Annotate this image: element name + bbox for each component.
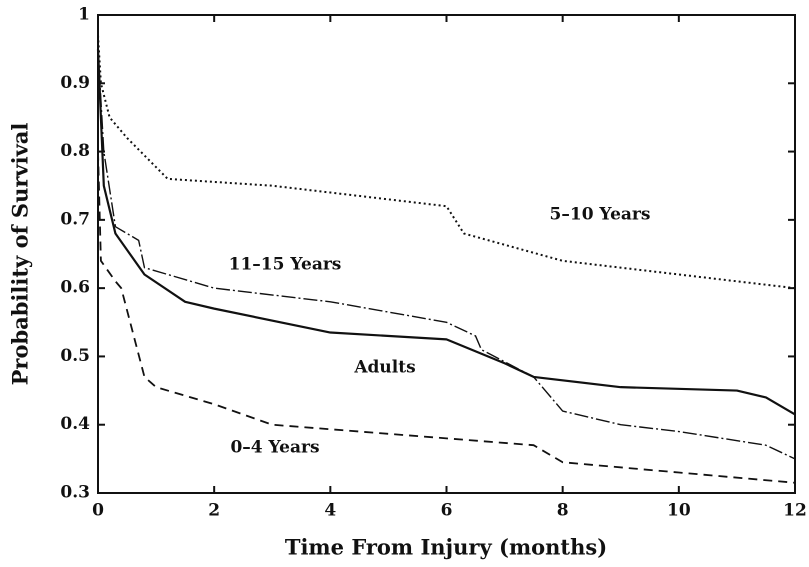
y-tick-label: 0.9	[60, 73, 90, 93]
survival-line	[97, 35, 796, 290]
x-tick-label: 4	[324, 501, 336, 521]
y-tick-label: 0.6	[60, 278, 90, 298]
series-label: Adults	[353, 358, 415, 378]
x-tick-label: 0	[92, 501, 104, 521]
plot-frame	[97, 14, 796, 494]
x-tick-label: 6	[441, 501, 453, 521]
x-tick-label: 12	[783, 501, 807, 521]
x-axis-title: Time From Injury (months)	[285, 535, 607, 560]
y-tick-label: 0.5	[60, 346, 90, 366]
y-tick-label: 1	[78, 5, 90, 25]
y-tick-label: 0.4	[60, 414, 90, 434]
series-label: 5–10 Years	[550, 205, 651, 225]
y-tick-label: 0.8	[60, 141, 90, 161]
x-tick-label: 2	[208, 501, 220, 521]
y-tick-label: 0.7	[60, 209, 90, 229]
y-axis-title: Probability of Survival	[8, 123, 33, 386]
y-tick-label: 0.3	[60, 483, 90, 503]
series-label: 0–4 Years	[230, 438, 319, 458]
series-label: 11–15 Years	[229, 255, 342, 275]
x-tick-label: 8	[557, 501, 569, 521]
x-tick-label: 10	[667, 501, 691, 521]
survival-line	[97, 151, 796, 484]
survival-line	[96, 49, 796, 416]
survival-line	[97, 49, 796, 460]
